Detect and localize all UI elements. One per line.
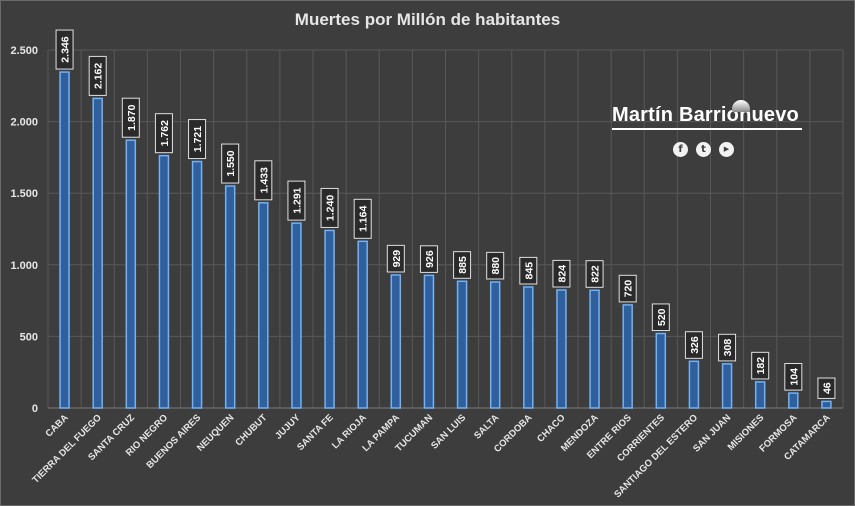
data-label: 2.162 [93, 63, 105, 89]
data-label-box [121, 97, 140, 138]
bar [291, 222, 302, 409]
bar [489, 281, 501, 409]
data-label-box [55, 29, 74, 70]
data-label-box [552, 259, 571, 288]
data-label-box [618, 274, 637, 303]
bar [622, 304, 633, 409]
data-label: 720 [623, 280, 635, 298]
facebook-icon[interactable]: f [673, 142, 688, 157]
bar [456, 280, 468, 409]
y-tick-label: 0 [32, 403, 38, 415]
data-label: 1.433 [258, 167, 270, 193]
bar [125, 139, 137, 409]
bar [158, 154, 170, 409]
data-label-box [519, 256, 538, 285]
x-tick-label: SALTA [472, 412, 501, 441]
data-label: 1.550 [225, 150, 237, 176]
data-label-box [784, 363, 803, 391]
data-label-box [320, 187, 339, 228]
bar [821, 400, 832, 409]
y-tick-label: 2.500 [10, 45, 38, 57]
chart-title: Muertes por Millón de habitantes [294, 10, 561, 29]
data-label-box [353, 198, 372, 239]
data-label: 46 [821, 382, 833, 394]
y-tick-label: 1.500 [10, 188, 38, 200]
data-label-box [254, 160, 273, 201]
y-tick-label: 2.000 [10, 117, 38, 129]
data-label: 2.346 [60, 36, 72, 62]
bar [589, 289, 600, 409]
bar [59, 71, 70, 409]
x-tick-label: CHUBUT [233, 412, 269, 448]
bar [258, 202, 269, 409]
data-label: 1.164 [358, 206, 370, 232]
bar [655, 332, 667, 409]
data-label-box [188, 119, 207, 160]
data-label: 822 [590, 265, 602, 283]
brand-logo-mark [732, 100, 750, 112]
bar [754, 381, 766, 409]
data-label-box [154, 113, 173, 154]
data-label: 326 [689, 336, 701, 354]
data-label-box [651, 303, 670, 332]
bar [788, 392, 799, 409]
data-label: 104 [788, 368, 800, 386]
twitter-icon[interactable]: t [696, 142, 711, 157]
bar [357, 240, 368, 409]
data-label-box [718, 333, 737, 362]
bar [423, 274, 435, 409]
data-label: 824 [556, 265, 568, 283]
data-label: 845 [523, 262, 535, 280]
bar [191, 160, 203, 409]
data-label: 926 [424, 250, 436, 268]
brand-name: Martín Barrionuevo [612, 104, 802, 130]
data-label-box [386, 244, 405, 273]
bar [92, 97, 103, 409]
data-label-box [287, 180, 306, 221]
data-label: 308 [722, 339, 734, 357]
data-label-box [684, 331, 703, 359]
data-label: 1.870 [126, 104, 138, 130]
data-label-box [221, 143, 240, 184]
bar [390, 274, 402, 409]
bar [721, 363, 733, 409]
youtube-icon[interactable]: ▶ [719, 142, 734, 157]
data-label: 1.240 [325, 195, 337, 221]
data-label: 1.291 [291, 187, 303, 213]
bar [688, 360, 700, 409]
brand-watermark: Martín Barrionuevo f t ▶ [612, 100, 802, 157]
bar [224, 185, 236, 409]
data-label: 1.762 [159, 120, 171, 146]
x-tick-label: SANTA FE [295, 412, 336, 453]
x-tick-label: CABA [43, 412, 70, 439]
bar [523, 286, 534, 409]
data-label-box [88, 55, 107, 96]
y-tick-label: 1.000 [10, 260, 38, 272]
data-label: 182 [755, 357, 767, 375]
data-label-box [751, 351, 770, 380]
data-label: 885 [457, 256, 469, 274]
data-label: 1.721 [192, 126, 204, 152]
data-label: 929 [391, 250, 403, 268]
x-tick-label: SAN LUIS [429, 412, 468, 451]
data-label: 880 [490, 257, 502, 275]
data-label-box [486, 251, 505, 280]
bar [556, 289, 567, 409]
y-tick-label: 500 [20, 331, 38, 343]
bar [324, 229, 335, 409]
data-label-box [585, 260, 604, 288]
data-label-box [419, 245, 438, 273]
x-tick-label: JUJUY [273, 412, 303, 442]
x-tick-label: CHACO [535, 412, 567, 444]
data-label-box [817, 377, 836, 399]
data-label: 520 [656, 308, 668, 326]
data-label-box [453, 251, 472, 279]
